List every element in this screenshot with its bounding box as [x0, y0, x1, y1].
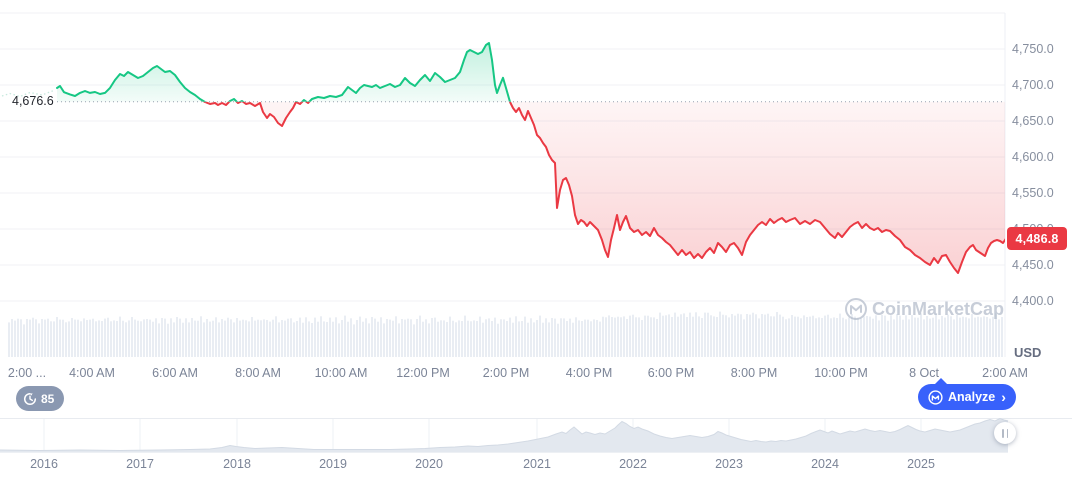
- x-axis-label: 2:00 AM: [982, 366, 1028, 380]
- coinmarketcap-watermark: CoinMarketCap: [845, 298, 1004, 320]
- currency-label[interactable]: USD: [1014, 345, 1042, 360]
- year-label: 2016: [30, 457, 58, 471]
- coinmarketcap-logo-icon: [928, 389, 943, 405]
- x-axis-label: 10:00 AM: [314, 366, 368, 380]
- x-axis-label: 10:00 PM: [814, 366, 868, 380]
- year-label: 2018: [223, 457, 251, 471]
- x-axis-label: 8:00 AM: [235, 366, 281, 380]
- year-label: 2025: [907, 457, 935, 471]
- x-axis-label: 2:00 PM: [482, 366, 530, 380]
- y-axis-label: 4,600.0: [1012, 150, 1054, 164]
- x-axis-label: 12:00 PM: [396, 366, 450, 380]
- year-label: 2021: [523, 457, 551, 471]
- x-axis-label: 8 Oct: [909, 366, 939, 380]
- year-label: 2024: [811, 457, 839, 471]
- y-axis-label: 4,400.0: [1012, 294, 1054, 308]
- x-axis-label: 4:00 AM: [69, 366, 115, 380]
- y-axis-label: 4,650.0: [1012, 114, 1054, 128]
- x-axis-label: 6:00 PM: [647, 366, 695, 380]
- x-axis-label: 2:00 ...: [7, 366, 47, 380]
- svg-text:CoinMarketCap: CoinMarketCap: [872, 299, 1004, 319]
- x-axis-label: 4:00 PM: [565, 366, 613, 380]
- current-price-badge: 4,486.8: [1007, 227, 1067, 250]
- history-badge[interactable]: 85: [16, 386, 65, 411]
- year-label: 2023: [715, 457, 743, 471]
- history-clock-icon: [23, 392, 37, 406]
- year-label: 2020: [415, 457, 443, 471]
- y-axis-label: 4,450.0: [1012, 258, 1054, 272]
- chevron-right-icon: ›: [1001, 389, 1006, 405]
- history-count: 85: [41, 391, 55, 406]
- analyze-label: Analyze: [948, 390, 996, 404]
- year-label: 2022: [619, 457, 647, 471]
- range-navigator[interactable]: [0, 418, 1072, 456]
- year-label: 2017: [126, 457, 154, 471]
- baseline-price-label: 4,676.6: [12, 94, 54, 108]
- x-axis-label: 8:00 PM: [730, 366, 778, 380]
- y-axis-label: 4,700.0: [1012, 78, 1054, 92]
- price-chart[interactable]: CoinMarketCap: [0, 0, 1072, 362]
- x-axis-label: 6:00 AM: [152, 366, 198, 380]
- y-axis-label: 4,750.0: [1012, 42, 1054, 56]
- y-axis-label: 4,550.0: [1012, 186, 1054, 200]
- analyze-button[interactable]: Analyze ›: [918, 378, 1016, 410]
- year-label: 2019: [319, 457, 347, 471]
- range-handle[interactable]: [994, 422, 1016, 444]
